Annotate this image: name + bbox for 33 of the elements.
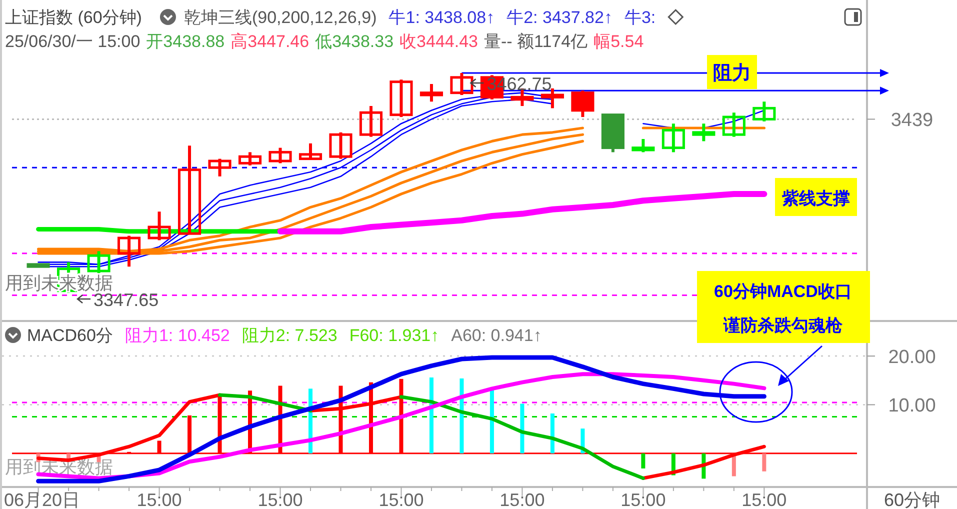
text: 牛1: 3438.08↑: [388, 8, 495, 27]
chart-title: 上证指数 (60分钟): [5, 8, 142, 27]
annotation: F60: 1.931↑: [349, 326, 440, 345]
text: 收3444.43: [400, 32, 478, 51]
annotation: 60分钟MACD收口: [714, 282, 852, 301]
x-tick-label: 15:00: [742, 490, 787, 509]
chart-title: MACD60分: [27, 326, 113, 345]
x-tick-label: 15:00: [378, 490, 424, 509]
text: 乾坤三线(90,200,12,26,9): [184, 8, 377, 27]
annotation: 谨防杀跌勾魂枪: [722, 316, 844, 335]
text: 3439: [890, 110, 934, 132]
text: 牛2: 3437.82↑: [506, 8, 612, 27]
x-tick-label: 15:00: [136, 490, 182, 509]
annotation: 阻力1: 10.452: [124, 326, 230, 345]
text: 开3438.88: [146, 32, 225, 51]
annotation: 3347.65: [94, 290, 159, 310]
ref-line-label: 阻力: [713, 62, 751, 84]
y-tick-label: 10.00: [888, 396, 936, 417]
text: 牛3:: [624, 8, 656, 27]
text: 幅5.54: [594, 32, 644, 51]
x-tick-label: 15:00: [258, 490, 303, 509]
text: 紫线支撑: [781, 189, 850, 208]
text: 25/06/30/一 15:00: [5, 32, 140, 51]
text: 60分钟: [884, 490, 940, 509]
x-tick-label: 15:00: [500, 490, 545, 509]
annotation: 阻力2: 7.523: [242, 326, 338, 345]
x-tick-label: 15:00: [620, 490, 666, 509]
y-tick-label: 20.00: [888, 347, 936, 368]
x-tick-label: 06月20日: [4, 490, 80, 509]
text: 量-- 额1174亿: [484, 32, 588, 51]
annotation: A60: 0.941↑: [451, 326, 542, 345]
text: 高3447.46: [230, 32, 310, 51]
text: 低3438.33: [315, 32, 394, 51]
